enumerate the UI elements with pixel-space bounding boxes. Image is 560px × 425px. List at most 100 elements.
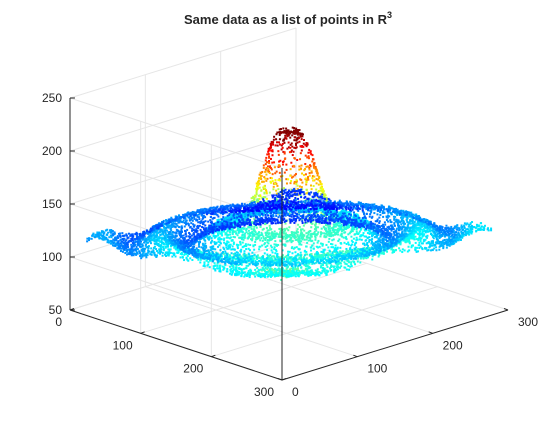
data-point [105, 237, 107, 239]
data-point [286, 234, 288, 236]
data-point [159, 253, 161, 255]
data-point [228, 244, 230, 246]
data-point [286, 240, 288, 242]
data-point [345, 254, 347, 256]
data-point [331, 257, 333, 259]
data-point [203, 261, 205, 263]
data-point [147, 250, 149, 252]
data-point [253, 228, 255, 230]
data-point [315, 270, 317, 272]
data-point [322, 243, 324, 245]
data-point [320, 243, 322, 245]
data-point [225, 246, 227, 248]
data-point [341, 255, 343, 257]
data-point [137, 253, 139, 255]
data-point [266, 249, 268, 251]
data-point [332, 234, 334, 236]
data-point [151, 251, 153, 253]
data-point [122, 251, 124, 253]
data-point [155, 248, 157, 250]
data-point [94, 236, 96, 238]
data-point [339, 247, 341, 249]
data-point [273, 243, 275, 245]
data-point [335, 226, 337, 228]
data-point [241, 237, 243, 239]
data-point [336, 254, 338, 256]
data-point [289, 256, 291, 258]
data-point [237, 257, 239, 259]
data-point [339, 258, 341, 260]
data-point [308, 149, 310, 151]
data-point [217, 256, 219, 258]
data-point [376, 235, 378, 237]
data-point [248, 230, 250, 232]
data-point [216, 259, 218, 261]
data-point [303, 225, 305, 227]
data-point [251, 252, 253, 254]
data-point [317, 260, 319, 262]
data-point [369, 249, 371, 251]
data-point [327, 246, 329, 248]
data-point [377, 240, 379, 242]
data-point [439, 234, 441, 236]
data-point [145, 256, 147, 258]
data-point [191, 248, 193, 250]
data-point [293, 182, 295, 184]
data-point [276, 185, 278, 187]
data-point [315, 233, 317, 235]
data-point [208, 249, 210, 251]
data-point [276, 132, 278, 134]
data-point [269, 225, 271, 227]
data-point [296, 270, 298, 272]
data-point [313, 242, 315, 244]
data-point [272, 173, 274, 175]
data-point [270, 147, 272, 149]
data-point [262, 240, 264, 242]
data-point [343, 266, 345, 268]
data-point [340, 265, 342, 267]
data-point [171, 240, 173, 242]
data-point [276, 171, 278, 173]
data-point [234, 263, 236, 265]
data-point [252, 261, 254, 263]
data-point [299, 226, 301, 228]
data-point [323, 226, 325, 228]
data-point [231, 252, 233, 254]
data-point [322, 267, 324, 269]
data-point [286, 261, 288, 263]
data-point [273, 248, 275, 250]
data-point [371, 235, 373, 237]
data-point [340, 252, 342, 254]
data-point [139, 255, 141, 257]
data-point [210, 254, 212, 256]
data-point [254, 269, 256, 271]
data-point [329, 233, 331, 235]
data-point [301, 182, 303, 184]
data-point [350, 261, 352, 263]
data-point [355, 239, 357, 241]
data-point [229, 269, 231, 271]
data-point [304, 239, 306, 241]
data-point [379, 246, 381, 248]
data-point [106, 234, 108, 236]
data-point [256, 267, 258, 269]
data-point [467, 233, 469, 235]
data-point [241, 228, 243, 230]
data-point [305, 260, 307, 262]
data-point [371, 241, 373, 243]
data-point [168, 249, 170, 251]
data-point [372, 244, 374, 246]
data-point [490, 228, 492, 230]
data-point [235, 269, 237, 271]
data-point [204, 256, 206, 258]
data-point [307, 264, 309, 266]
data-point [297, 130, 299, 132]
data-point [259, 239, 261, 241]
data-point [433, 231, 435, 233]
data-point [274, 261, 276, 263]
data-point [232, 256, 234, 258]
data-point [414, 230, 416, 232]
data-point [359, 238, 361, 240]
data-point [287, 254, 289, 256]
data-point [350, 263, 352, 265]
